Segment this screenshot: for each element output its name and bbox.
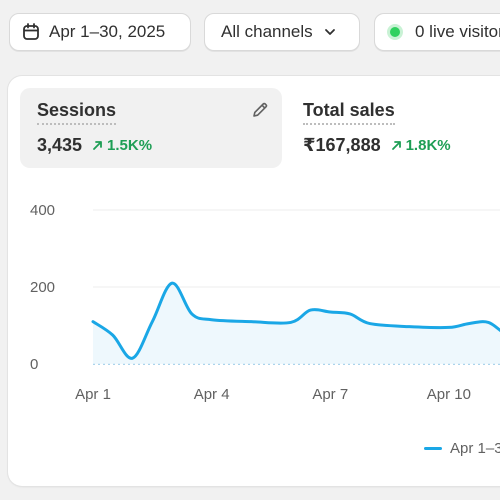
metric-value: ₹167,888 bbox=[303, 135, 381, 155]
metric-title: Sessions bbox=[37, 100, 117, 125]
chevron-down-icon bbox=[323, 25, 337, 39]
metric-tab-sessions[interactable]: Sessions 3,435 1.5K% bbox=[20, 88, 282, 168]
y-tick-label: 0 bbox=[30, 356, 38, 373]
channels-label: All channels bbox=[221, 22, 313, 41]
x-tick-label: Apr 10 bbox=[427, 386, 471, 403]
channels-dropdown[interactable]: All channels bbox=[204, 13, 360, 51]
date-range-label: Apr 1–30, 2025 bbox=[49, 22, 166, 41]
x-tick-label: Apr 4 bbox=[194, 386, 230, 403]
metric-title: Total sales bbox=[303, 100, 395, 125]
legend-label: Apr 1–30, 2025 bbox=[450, 440, 500, 457]
live-visitors-label: 0 live visitors bbox=[415, 22, 500, 41]
analytics-card: Sessions 3,435 1.5K% Total sales ₹167,88… bbox=[8, 76, 500, 486]
live-status-icon bbox=[387, 24, 403, 40]
metric-tab-total-sales[interactable]: Total sales ₹167,888 1.8K% bbox=[286, 88, 500, 168]
arrow-up-right-icon bbox=[391, 141, 401, 150]
metric-trend: 1.5K% bbox=[92, 137, 152, 154]
series-line bbox=[91, 281, 500, 360]
arrow-up-right-icon bbox=[93, 141, 102, 150]
chart-legend[interactable]: Apr 1–30, 2025 bbox=[424, 440, 500, 457]
filter-bar: Apr 1–30, 2025 All channels 0 live visit… bbox=[0, 0, 500, 60]
metric-trend: 1.8K% bbox=[391, 137, 451, 154]
metric-change: 1.8K% bbox=[405, 137, 451, 154]
metric-value: 3,435 bbox=[37, 135, 83, 155]
metric-change: 1.5K% bbox=[107, 137, 153, 154]
pencil-icon[interactable] bbox=[250, 100, 270, 125]
legend-swatch bbox=[424, 447, 442, 450]
calendar-icon bbox=[22, 23, 40, 41]
date-range-button[interactable]: Apr 1–30, 2025 bbox=[9, 13, 191, 51]
x-tick-label: Apr 1 bbox=[75, 386, 111, 403]
y-tick-label: 400 bbox=[30, 202, 55, 219]
x-tick-label: Apr 7 bbox=[312, 386, 348, 403]
y-tick-label: 200 bbox=[30, 279, 55, 296]
series-area bbox=[93, 283, 500, 364]
sessions-chart: 400 200 0 Apr 1 Apr 4 Apr 7 Apr 10 bbox=[30, 202, 500, 403]
live-visitors-button[interactable]: 0 live visitors bbox=[374, 13, 500, 51]
